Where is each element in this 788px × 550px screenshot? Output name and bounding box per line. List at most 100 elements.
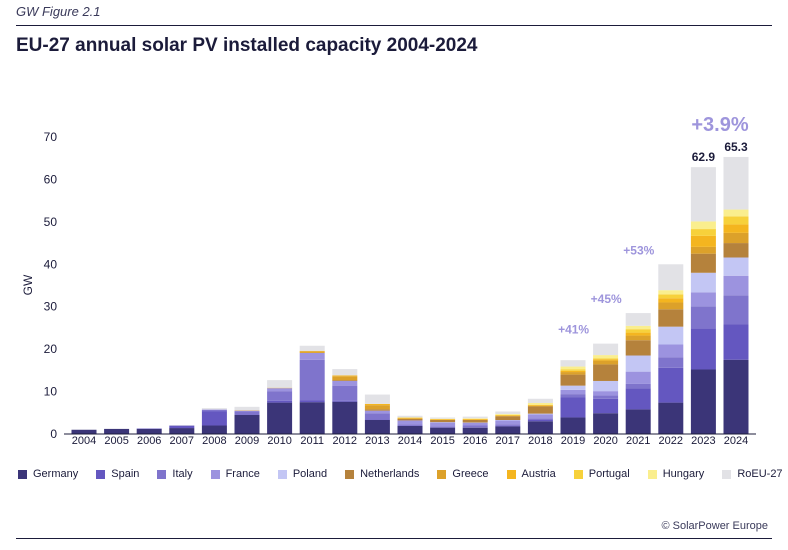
legend-label: France (225, 468, 260, 480)
bar-segment-germany (625, 409, 651, 434)
bar-segment-france (593, 391, 619, 396)
y-tick-label: 40 (44, 257, 58, 271)
bar-segment-roeu-27 (267, 380, 293, 388)
x-tick-label: 2006 (137, 435, 161, 447)
legend-item-netherlands: Netherlands (345, 468, 419, 480)
bar-segment-italy (430, 426, 456, 428)
bar-segment-austria (593, 359, 619, 361)
bar-segment-france (267, 388, 293, 392)
legend-item-poland: Poland (277, 468, 328, 480)
bar-segment-france (625, 371, 651, 384)
bar-segment-hungary (593, 355, 619, 359)
bar-segment-hungary (690, 221, 716, 230)
bar-segment-roeu-27 (625, 313, 651, 326)
total-label: 65.3 (724, 140, 748, 154)
bar-segment-germany (234, 414, 260, 434)
bar-segment-france (560, 389, 586, 395)
x-tick-label: 2004 (72, 435, 96, 447)
legend-swatch (722, 469, 732, 479)
bottom-rule (16, 538, 772, 539)
bar-segment-germany (690, 369, 716, 434)
bar-segment-spain (560, 397, 586, 418)
annotations: 62.9 65.3 +41% +45% +53% +3.9% (558, 114, 749, 337)
bar-segment-roeu-27 (658, 264, 684, 291)
bar-segment-austria (462, 419, 488, 420)
bar-segment-portugal (723, 216, 749, 225)
bar-segment-netherlands (495, 416, 521, 420)
bar-segment-netherlands (723, 243, 749, 258)
bar-segment-italy (723, 295, 749, 325)
x-tick-label: 2016 (463, 435, 487, 447)
bar-segment-poland (690, 272, 716, 293)
legend-swatch (647, 469, 657, 479)
y-axis-label: GW (21, 274, 35, 295)
legend-item-germany: Germany (18, 468, 78, 480)
bar-segment-italy (332, 385, 358, 401)
x-tick-label: 2007 (170, 435, 194, 447)
bar-segment-roeu-27 (201, 408, 227, 410)
bar-segment-netherlands (332, 380, 358, 381)
bar-segment-germany (136, 428, 162, 434)
legend-label: Austria (521, 468, 556, 480)
bar-stack-2009 (234, 406, 260, 434)
bar-stack-2016 (462, 416, 488, 434)
bar-segment-italy (658, 357, 684, 368)
legend-label: Spain (111, 468, 140, 480)
bar-segment-austria (690, 235, 716, 247)
bar-segment-italy (527, 418, 553, 420)
bar-segment-france (658, 344, 684, 358)
growth-label: +53% (623, 243, 654, 257)
bar-segment-roeu-27 (234, 406, 260, 411)
x-tick-label: 2018 (528, 435, 552, 447)
bar-segment-roeu-27 (364, 394, 390, 404)
total-label: 62.9 (692, 150, 716, 164)
bar-segment-poland (560, 385, 586, 390)
bar-segment-greece (625, 335, 651, 341)
bar-stack-2007 (169, 425, 195, 434)
legend-item-italy: Italy (157, 468, 193, 480)
y-tick-label: 60 (44, 172, 58, 186)
bar-segment-spain (299, 400, 325, 403)
bar-segment-germany (169, 428, 195, 434)
bar-segment-greece (690, 246, 716, 254)
legend-label: Poland (292, 468, 328, 480)
bar-stack-2019 (560, 360, 586, 434)
bar-segment-spain (169, 425, 195, 429)
bar-segment-roeu-27 (430, 417, 456, 419)
legend-swatch (277, 469, 287, 479)
x-tick-label: 2019 (561, 435, 585, 447)
bar-segment-germany (495, 426, 521, 434)
legend-swatch (573, 469, 583, 479)
bar-segment-italy (234, 411, 260, 415)
bar-segment-poland (658, 326, 684, 345)
bar-segment-italy (690, 306, 716, 329)
bar-stack-2010 (267, 380, 293, 434)
bar-segment-germany (104, 428, 130, 434)
bar-stack-2022 (658, 264, 684, 434)
bar-segment-greece (560, 372, 586, 375)
x-tick-label: 2014 (398, 435, 422, 447)
bar-segment-spain (201, 411, 227, 426)
bar-segment-france (364, 410, 390, 414)
bar-segment-france (495, 420, 521, 425)
legend-item-france: France (210, 468, 260, 480)
bar-segment-germany (201, 425, 227, 434)
bar-segment-netherlands (527, 406, 553, 414)
bar-segment-france (299, 352, 325, 360)
bar-segment-germany (267, 402, 293, 434)
bar-segment-poland (527, 413, 553, 415)
bar-segment-austria (723, 224, 749, 233)
bar-segment-netherlands (593, 364, 619, 381)
x-tick-label: 2013 (365, 435, 389, 447)
bar-segment-netherlands (690, 253, 716, 273)
growth-label: +3.9% (691, 114, 748, 136)
bar-segment-spain (658, 367, 684, 403)
bar-segment-roeu-27 (495, 411, 521, 415)
legend-swatch (18, 469, 27, 479)
x-tick-label: 2015 (430, 435, 454, 447)
bar-segment-italy (593, 395, 619, 399)
bar-stack-2024 (723, 156, 749, 434)
x-tick-label: 2024 (724, 435, 748, 447)
bar-segment-germany (462, 427, 488, 434)
